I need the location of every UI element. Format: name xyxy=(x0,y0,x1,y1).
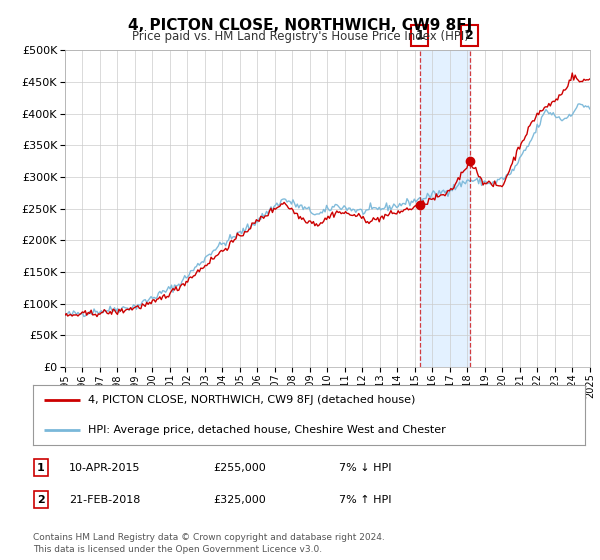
Text: Contains HM Land Registry data © Crown copyright and database right 2024.: Contains HM Land Registry data © Crown c… xyxy=(33,533,385,542)
Text: 7% ↑ HPI: 7% ↑ HPI xyxy=(339,494,391,505)
Text: 7% ↓ HPI: 7% ↓ HPI xyxy=(339,463,391,473)
Text: 4, PICTON CLOSE, NORTHWICH, CW9 8FJ: 4, PICTON CLOSE, NORTHWICH, CW9 8FJ xyxy=(128,18,472,33)
Text: £255,000: £255,000 xyxy=(213,463,266,473)
Text: 21-FEB-2018: 21-FEB-2018 xyxy=(69,494,140,505)
Text: 2: 2 xyxy=(465,29,474,42)
Bar xyxy=(419,50,470,367)
Text: £325,000: £325,000 xyxy=(213,494,266,505)
Text: 10-APR-2015: 10-APR-2015 xyxy=(69,463,140,473)
Text: This data is licensed under the Open Government Licence v3.0.: This data is licensed under the Open Gov… xyxy=(33,545,322,554)
Text: 4, PICTON CLOSE, NORTHWICH, CW9 8FJ (detached house): 4, PICTON CLOSE, NORTHWICH, CW9 8FJ (det… xyxy=(88,395,416,405)
Text: Price paid vs. HM Land Registry's House Price Index (HPI): Price paid vs. HM Land Registry's House … xyxy=(131,30,469,43)
Text: 1: 1 xyxy=(415,29,424,42)
Text: 1: 1 xyxy=(37,463,44,473)
Text: 2: 2 xyxy=(37,494,44,505)
Text: HPI: Average price, detached house, Cheshire West and Chester: HPI: Average price, detached house, Ches… xyxy=(88,425,446,435)
